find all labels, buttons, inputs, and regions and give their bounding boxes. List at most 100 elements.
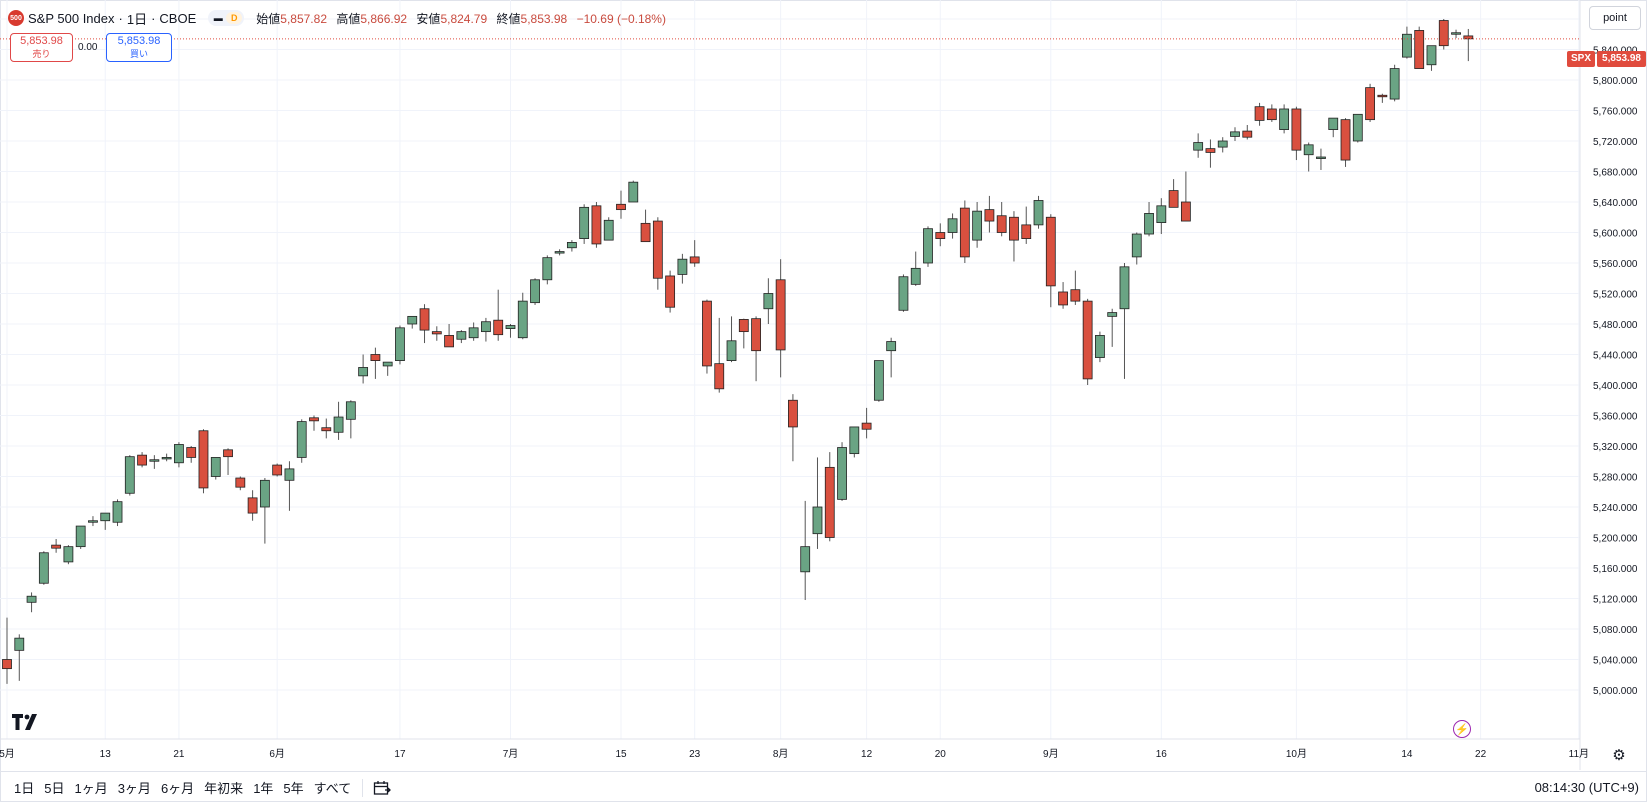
candle <box>1279 104 1290 134</box>
sell-button[interactable]: 5,853.98 売り <box>10 33 73 62</box>
candle <box>247 490 258 521</box>
timezone-clock[interactable]: 08:14:30 (UTC+9) <box>1534 780 1639 795</box>
candle <box>259 478 270 544</box>
candle <box>1266 104 1277 122</box>
candle-body <box>395 327 405 361</box>
candle-body <box>1144 213 1154 235</box>
range-all-button[interactable]: すべて <box>313 781 352 796</box>
candle-body <box>431 331 442 335</box>
candle <box>714 317 725 393</box>
symbol-name[interactable]: S&P 500 Index <box>28 10 115 26</box>
tradingview-logo-icon[interactable] <box>12 714 42 730</box>
candle-body <box>444 335 454 348</box>
grid <box>0 0 1580 739</box>
candle <box>419 304 430 344</box>
candle-body <box>1205 148 1216 153</box>
candle <box>198 429 209 494</box>
candle-body <box>149 459 160 462</box>
candle <box>984 195 995 233</box>
candle <box>1193 133 1204 158</box>
candle <box>652 217 663 290</box>
time-axis[interactable]: 5月 13 21 6月 17 7月 15 23 8月 12 20 9月 16 10月 14 22 11月 <box>0 748 1589 760</box>
candle-body <box>1377 94 1388 98</box>
candle <box>161 453 172 462</box>
lightning-icon[interactable]: ⚡ <box>1453 720 1471 738</box>
candle-body <box>861 422 872 430</box>
separator: · <box>118 10 123 26</box>
price-axis[interactable]: 5,000.000 5,040.000 5,080.000 5,120.000 5,16… <box>1593 15 1638 697</box>
range-6m-button[interactable]: 6ヶ月 <box>160 781 195 796</box>
candle-body <box>1451 32 1461 35</box>
candle <box>345 400 356 439</box>
candle-body <box>1365 87 1375 121</box>
range-1d-button[interactable]: 1日 <box>14 781 35 796</box>
price-tick-label: 5,600.000 <box>1593 229 1638 240</box>
candle <box>837 442 847 501</box>
candle-body <box>493 319 504 336</box>
range-3m-button[interactable]: 3ヶ月 <box>117 781 151 796</box>
calendar-range-icon[interactable] <box>373 780 392 796</box>
buy-button[interactable]: 5,853.98 買い <box>106 33 172 62</box>
candle <box>1242 124 1253 140</box>
range-ytd-button[interactable]: 年初来 <box>204 781 244 796</box>
candle-body <box>972 210 983 241</box>
candle <box>517 292 528 340</box>
candle-body <box>1033 200 1044 226</box>
range-1y-button[interactable]: 1年 <box>253 781 274 796</box>
candlestick-chart[interactable]: 5,000.000 5,040.000 5,080.000 5,120.000 5,16… <box>0 0 1647 770</box>
candle <box>444 324 454 348</box>
candle <box>272 463 283 477</box>
time-tick-label: 11月 <box>1569 748 1589 760</box>
candle <box>1009 211 1019 262</box>
candle <box>935 223 946 247</box>
candle <box>370 347 381 379</box>
gear-icon[interactable]: ⚙ <box>1612 747 1626 764</box>
candle-body <box>198 430 209 489</box>
candle-body <box>38 552 49 584</box>
candle <box>26 592 37 613</box>
chart-legend: 500 S&P 500 Index · 1日 · CBOE ▬ D 始値5,85… <box>8 8 672 28</box>
candle-body <box>370 354 381 361</box>
candle-body <box>1316 156 1326 159</box>
candle-body <box>63 546 74 563</box>
candle-body <box>677 258 688 275</box>
candle <box>640 209 651 243</box>
candle <box>1389 64 1400 102</box>
time-tick-label: 12 <box>861 749 873 760</box>
candle-body <box>775 279 786 351</box>
range-1m-button[interactable]: 1ヶ月 <box>74 781 108 796</box>
ohlc-values: 始値5,857.82 高値5,866.92 安値5,824.79 終値5,853… <box>256 10 672 27</box>
candle <box>1107 308 1118 347</box>
high-label: 高値 <box>336 11 361 26</box>
candle <box>775 259 786 378</box>
candle-body <box>849 426 860 455</box>
time-tick-label: 7月 <box>503 748 519 760</box>
change-value: −10.69 (−0.18%) <box>576 11 666 26</box>
candle-body <box>124 456 135 494</box>
candle-body <box>1266 108 1277 121</box>
price-unit-button[interactable]: point <box>1589 6 1641 30</box>
candle <box>235 476 246 491</box>
candle <box>751 316 761 382</box>
price-tick-label: 5,800.000 <box>1593 76 1638 87</box>
candle <box>1254 102 1265 126</box>
candle <box>2 617 12 684</box>
candle <box>1033 195 1044 229</box>
candle-body <box>738 319 749 333</box>
sell-label: 売り <box>32 49 51 59</box>
interval[interactable]: 1日 <box>126 11 148 27</box>
time-tick-label: 23 <box>689 749 701 760</box>
range-5y-button[interactable]: 5年 <box>283 781 304 796</box>
price-tick-label: 5,120.000 <box>1593 595 1638 606</box>
candle <box>1095 331 1105 363</box>
candle-body <box>345 401 356 420</box>
market-status-pill[interactable]: ▬ D <box>208 10 245 26</box>
range-5d-button[interactable]: 5日 <box>44 781 65 796</box>
price-tick-label: 5,720.000 <box>1593 137 1638 148</box>
candle <box>788 394 798 462</box>
candle <box>616 190 626 219</box>
candle <box>309 415 319 431</box>
candle <box>382 361 393 376</box>
candle <box>1205 139 1216 168</box>
candle-body <box>100 512 111 522</box>
